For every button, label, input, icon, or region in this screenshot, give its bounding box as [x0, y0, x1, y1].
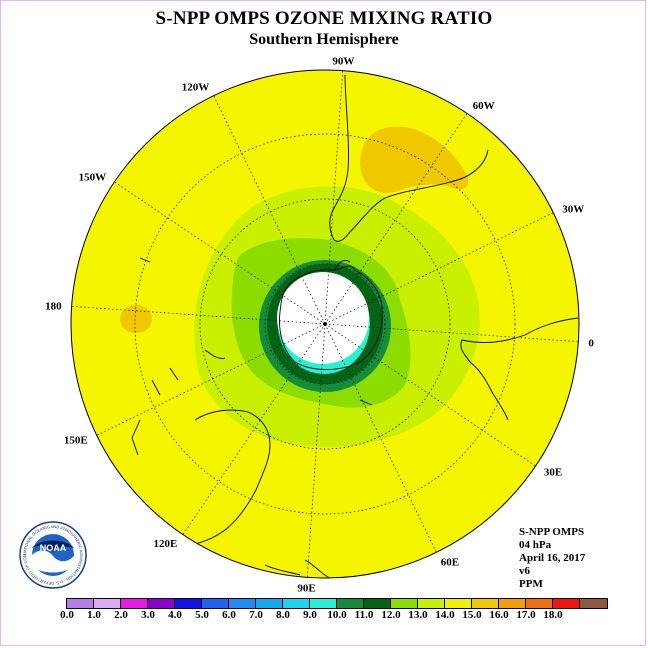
longitude-label: 30E [544, 467, 562, 479]
colorbar-tick-labels: 0.0 1.0 2.0 3.0 4.0 5.0 6.0 7.0 8.0 9.0 10.0 11.0 12… [0, 609, 648, 623]
colorbar-tick-label: 18.0 [543, 609, 563, 621]
longitude-label: 90W [332, 56, 354, 68]
info-product: S-NPP OMPS [519, 526, 585, 538]
colorbar-swatch [229, 599, 256, 608]
orange-region [360, 126, 469, 193]
colorbar-swatch [445, 599, 472, 608]
longitude-label: 60E [441, 556, 459, 568]
product-info: S-NPP OMPS 04 hPa April 16, 2017 v6 PPM [519, 526, 585, 591]
colorbar-swatch [580, 599, 607, 608]
colorbar-tick-label: 3.0 [141, 609, 155, 621]
colorbar-tick-label: 7.0 [249, 609, 263, 621]
colorbar-swatch [337, 599, 364, 608]
graticule [71, 70, 579, 578]
polar-no-data [277, 272, 369, 364]
info-level: 04 hPa [519, 539, 552, 551]
colorbar-swatch [526, 599, 553, 608]
colorbar-tick-label: 1.0 [87, 609, 101, 621]
map-boundary [70, 69, 580, 579]
longitude-label: 60W [473, 100, 495, 112]
colorbar-tick-label: 4.0 [168, 609, 182, 621]
info-version: v6 [519, 565, 530, 577]
longitude-label: 180 [45, 301, 62, 313]
colorbar-swatch [472, 599, 499, 608]
colorbar-swatch [310, 599, 337, 608]
colorbar-swatch [148, 599, 175, 608]
page-subtitle: Southern Hemisphere [249, 31, 399, 48]
colorbar-tick-label: 10.0 [327, 609, 347, 621]
colorbar-tick-label: 15.0 [462, 609, 482, 621]
info-units: PPM [519, 578, 543, 590]
colorbar-swatch [499, 599, 526, 608]
longitude-label: 30W [562, 203, 584, 215]
colorbar-swatch [256, 599, 283, 608]
colorbar-swatch [175, 599, 202, 608]
orange-region-small [120, 305, 152, 333]
longitude-labels: 90W 60W 30W 0 30E 60E 90E 120E 150E 180 150W 120W [45, 56, 594, 595]
page-title: S-NPP OMPS OZONE MIXING RATIO [155, 8, 493, 29]
colorbar-tick-label: 9.0 [303, 609, 317, 621]
noaa-logo-text: NOAA [40, 543, 67, 553]
longitude-label: 150W [79, 171, 107, 183]
colorbar-tick-label: 13.0 [408, 609, 428, 621]
colorbar-swatch [67, 599, 94, 608]
colorbar-swatch [418, 599, 445, 608]
parallel-circle [264, 263, 386, 385]
colorbar-swatch [202, 599, 229, 608]
info-date: April 16, 2017 [519, 552, 586, 564]
colorbar-swatch [553, 599, 580, 608]
parallel-circle [134, 133, 516, 515]
longitude-label: 150E [64, 435, 88, 447]
longitude-label: 90E [297, 582, 315, 594]
noaa-logo: NOAA NATIONAL OCEANIC AND ATMOSPHERIC AD… [18, 520, 87, 589]
colorbar-tick-label: 17.0 [516, 609, 536, 621]
colorbar-swatch [391, 599, 418, 608]
colorbar-swatch [94, 599, 121, 608]
colorbar-swatch [283, 599, 310, 608]
longitude-label: 0 [588, 337, 594, 349]
colorbar-tick-label: 12.0 [381, 609, 401, 621]
colorbar-tick-label: 5.0 [195, 609, 209, 621]
colorbar-tick-label: 2.0 [114, 609, 128, 621]
longitude-label: 120W [182, 82, 210, 94]
colorbar-tick-label: 6.0 [222, 609, 236, 621]
colorbar-tick-label: 16.0 [489, 609, 509, 621]
colorbar-swatch [364, 599, 391, 608]
colorbar-tick-label: 14.0 [435, 609, 455, 621]
colorbar-tick-label: 11.0 [354, 609, 374, 621]
colorbar [66, 598, 608, 609]
south-pole-marker [323, 322, 327, 326]
colorbar-tick-label: 0.0 [60, 609, 74, 621]
longitude-label: 120E [154, 538, 178, 550]
parallel-circle [199, 198, 451, 450]
colorbar-swatch [121, 599, 148, 608]
colorbar-tick-label: 8.0 [276, 609, 290, 621]
coastlines [131, 74, 579, 578]
